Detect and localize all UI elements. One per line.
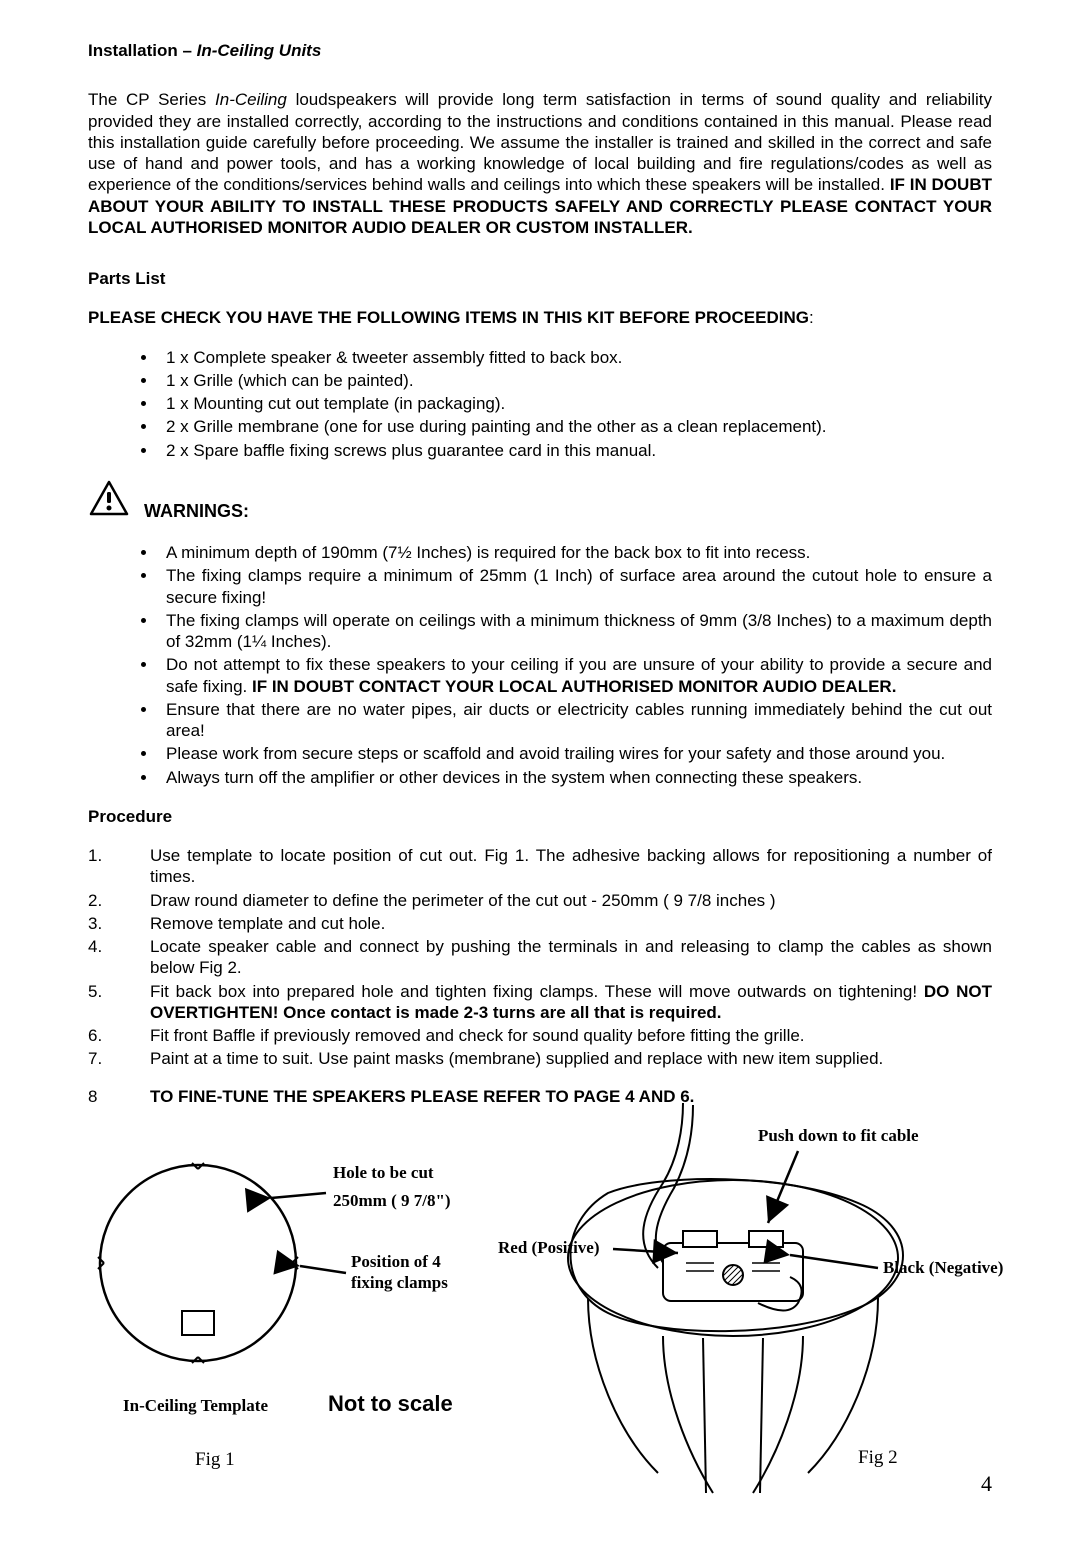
fig1-template-label: In-Ceiling Template <box>123 1396 268 1415</box>
intro-italic: In-Ceiling <box>215 90 287 109</box>
fig2-caption: Fig 2 <box>858 1447 898 1468</box>
proc-num: 2. <box>88 890 150 911</box>
parts-item: 1 x Grille (which can be painted). <box>158 370 992 391</box>
warning-item: The fixing clamps require a minimum of 2… <box>158 565 992 608</box>
parts-item: 1 x Complete speaker & tweeter assembly … <box>158 347 992 368</box>
fig1-clamps-1: Position of 4 <box>351 1252 441 1271</box>
parts-list-heading: Parts List <box>88 268 992 289</box>
warnings-row: WARNINGS: <box>88 479 992 522</box>
spacer <box>88 61 992 89</box>
procedure-item: 6.Fit front Baffle if previously removed… <box>88 1025 992 1046</box>
proc-pre: Fit back box into prepared hole and tigh… <box>150 982 924 1001</box>
procedure-item: 7.Paint at a time to suit. Use paint mas… <box>88 1048 992 1069</box>
title-prefix: Installation – <box>88 41 197 60</box>
procedure-list: 1.Use template to locate position of cut… <box>88 845 992 1070</box>
proc-num: 5. <box>88 981 150 1024</box>
title-suffix: In-Ceiling Units <box>197 41 322 60</box>
procedure-item: 3.Remove template and cut hole. <box>88 913 992 934</box>
parts-check-line: PLEASE CHECK YOU HAVE THE FOLLOWING ITEM… <box>88 307 992 328</box>
warn-text: A minimum depth of 190mm (7½ Inches) is … <box>166 543 810 562</box>
spacer <box>88 256 992 268</box>
fig1-clamps-2: fixing clamps <box>351 1273 448 1292</box>
warn-text: Always turn off the amplifier or other d… <box>166 768 862 787</box>
proc-pre: Draw round diameter to define the perime… <box>150 891 776 910</box>
proc-text: Use template to locate position of cut o… <box>150 845 992 888</box>
proc-num: 7. <box>88 1048 150 1069</box>
warning-item: The fixing clamps will operate on ceilin… <box>158 610 992 653</box>
warn-text: Ensure that there are no water pipes, ai… <box>166 700 992 740</box>
warn-text: The fixing clamps require a minimum of 2… <box>166 566 992 606</box>
warn-bold: IF IN DOUBT CONTACT YOUR LOCAL AUTHORISE… <box>252 677 896 696</box>
parts-list: 1 x Complete speaker & tweeter assembly … <box>158 347 992 461</box>
fig2-svg: Push down to fit cable Red (Positive) Bl… <box>488 1103 1008 1503</box>
proc-pre: Use template to locate position of cut o… <box>150 846 992 886</box>
warn-text: The fixing clamps will operate on ceilin… <box>166 611 992 651</box>
warning-item: Do not attempt to fix these speakers to … <box>158 654 992 697</box>
fig2-red-label: Red (Positive) <box>498 1238 600 1257</box>
warnings-heading: WARNINGS: <box>144 500 249 523</box>
fig1-caption: Fig 1 <box>195 1449 235 1470</box>
parts-item: 2 x Grille membrane (one for use during … <box>158 416 992 437</box>
warning-item: Always turn off the amplifier or other d… <box>158 767 992 788</box>
proc-text: Fit back box into prepared hole and tigh… <box>150 981 992 1024</box>
colon: : <box>809 308 814 327</box>
fig1-hole-label: Hole to be cut <box>333 1163 434 1182</box>
warnings-list: A minimum depth of 190mm (7½ Inches) is … <box>158 542 992 788</box>
warn-text: Please work from secure steps or scaffol… <box>166 744 945 763</box>
warning-item: Please work from secure steps or scaffol… <box>158 743 992 764</box>
procedure-item: 2.Draw round diameter to define the peri… <box>88 890 992 911</box>
spacer <box>88 289 992 307</box>
proc-text: Paint at a time to suit. Use paint masks… <box>150 1048 992 1069</box>
procedure-heading: Procedure <box>88 806 992 827</box>
procedure-item: 5.Fit back box into prepared hole and ti… <box>88 981 992 1024</box>
proc-pre: Paint at a time to suit. Use paint masks… <box>150 1049 883 1068</box>
parts-item: 1 x Mounting cut out template (in packag… <box>158 393 992 414</box>
intro-paragraph: The CP Series In-Ceiling loudspeakers wi… <box>88 89 992 238</box>
proc-pre: Remove template and cut hole. <box>150 914 385 933</box>
proc-pre: Locate speaker cable and connect by push… <box>150 937 992 977</box>
page-root: Installation – In-Ceiling Units The CP S… <box>0 0 1080 1553</box>
install-title: Installation – In-Ceiling Units <box>88 40 992 61</box>
proc-pre: Fit front Baffle if previously removed a… <box>150 1026 805 1045</box>
spacer <box>88 827 992 841</box>
proc-text: Fit front Baffle if previously removed a… <box>150 1025 992 1046</box>
proc-num: 6. <box>88 1025 150 1046</box>
spacer <box>88 530 992 538</box>
spacer <box>88 329 992 343</box>
fig2-black-label: Black (Negative) <box>883 1258 1003 1277</box>
intro-pre: The CP Series <box>88 90 215 109</box>
procedure-item: 1.Use template to locate position of cut… <box>88 845 992 888</box>
fig1-not-scale: Not to scale <box>328 1391 453 1416</box>
page-number: 4 <box>981 1471 992 1497</box>
proc-num: 3. <box>88 913 150 934</box>
proc-num: 1. <box>88 845 150 888</box>
figures-area: Hole to be cut 250mm ( 9 7/8") Position … <box>88 1123 992 1523</box>
procedure-item: 4.Locate speaker cable and connect by pu… <box>88 936 992 979</box>
proc-text: Remove template and cut hole. <box>150 913 992 934</box>
parts-check: PLEASE CHECK YOU HAVE THE FOLLOWING ITEM… <box>88 308 809 327</box>
fig1-svg: Hole to be cut 250mm ( 9 7/8") Position … <box>88 1143 478 1503</box>
parts-item: 2 x Spare baffle fixing screws plus guar… <box>158 440 992 461</box>
proc-num: 4. <box>88 936 150 979</box>
fig2-push-label: Push down to fit cable <box>758 1126 919 1145</box>
fig1-hole-size: 250mm ( 9 7/8") <box>333 1191 451 1210</box>
proc-text: Draw round diameter to define the perime… <box>150 890 992 911</box>
proc-num: 8 <box>88 1086 150 1107</box>
warning-item: Ensure that there are no water pipes, ai… <box>158 699 992 742</box>
proc-text: Locate speaker cable and connect by push… <box>150 936 992 979</box>
warning-item: A minimum depth of 190mm (7½ Inches) is … <box>158 542 992 563</box>
warning-icon <box>88 479 130 522</box>
